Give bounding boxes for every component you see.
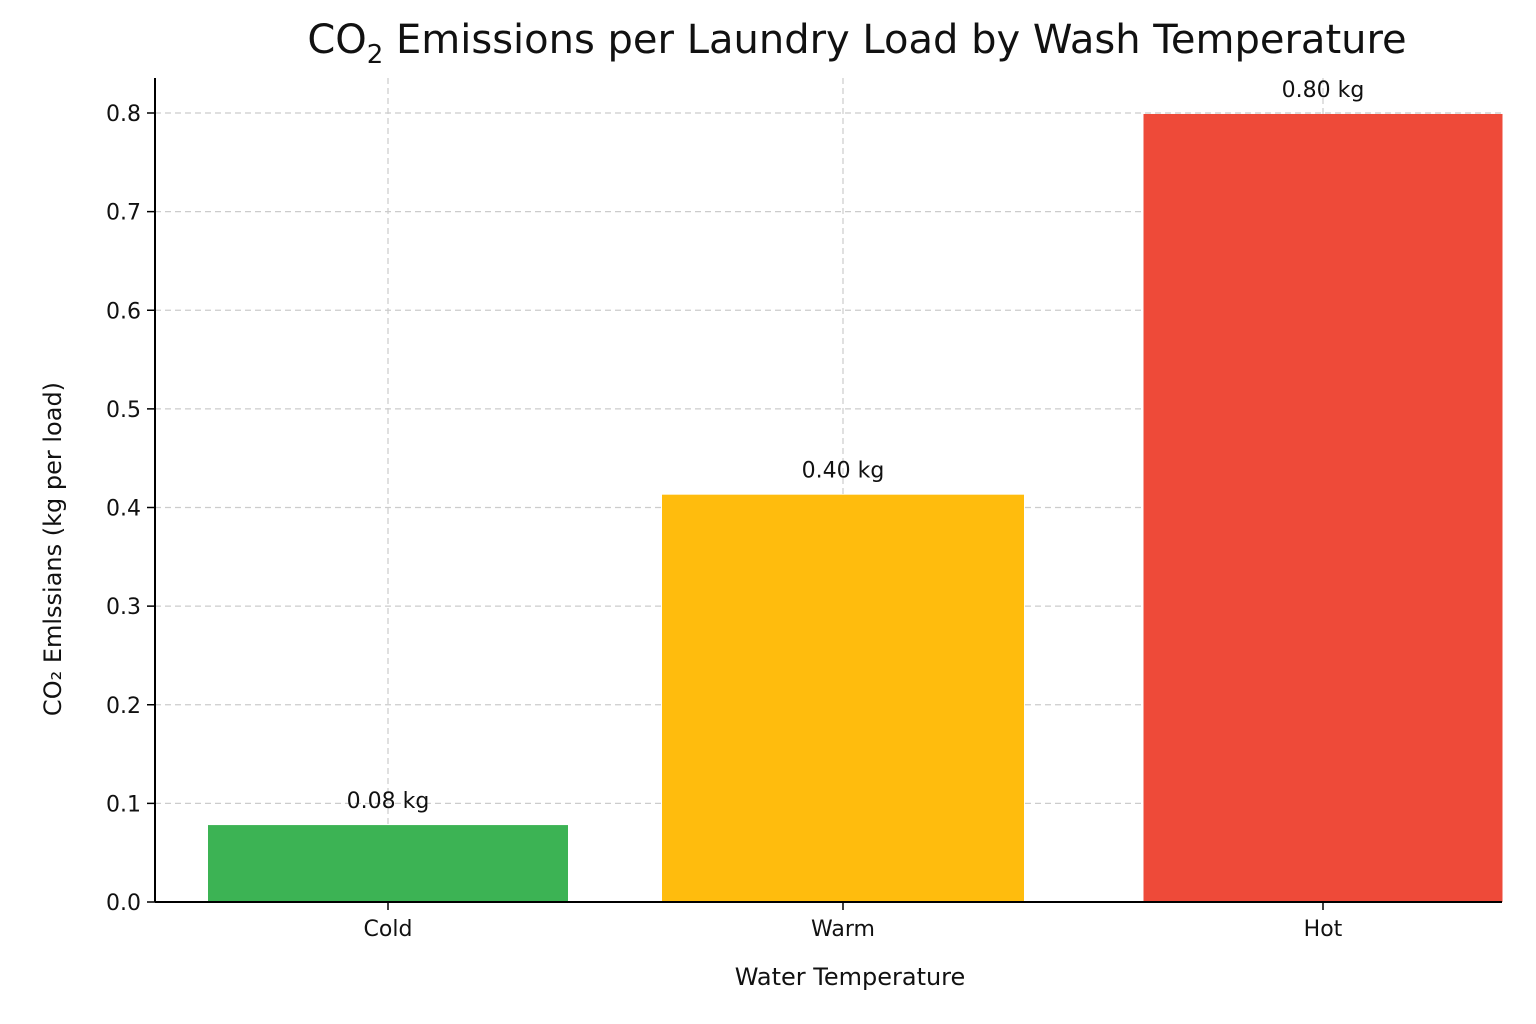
x-ticks: Cold Warm Hot [364,902,1343,942]
bar-hot [1143,113,1503,902]
y-tick-label-4: 0.4 [106,497,141,522]
y-tick-label-2: 0.2 [106,694,141,719]
y-tick-label-8: 0.8 [106,102,141,127]
x-tick-label-cold: Cold [364,917,413,942]
data-label-cold: 0.08 kg [347,789,430,814]
chart-title-rest: Emissions per Laundry Load by Wash Tempe… [383,17,1406,63]
x-axis-label: Water Temperature [735,963,966,991]
data-labels: 0.08 kg 0.40 kg 0.80 kg [347,78,1365,814]
chart-title: CO2 Emissions per Laundry Load by Wash T… [307,17,1406,70]
y-tick-label-5: 0.5 [106,398,141,423]
chart-title-main: CO [307,17,366,63]
bar-cold [208,825,568,902]
data-label-warm: 0.40 kg [802,459,885,484]
y-tick-label-7: 0.7 [106,201,141,226]
y-tick-label-1: 0.1 [106,792,141,817]
bars [208,113,1503,902]
y-axis-label: CO₂ Emlssians (kg per load) [39,382,67,716]
chart-title-subscript: 2 [367,40,384,70]
axes [154,78,1502,903]
data-label-hot: 0.80 kg [1282,78,1365,103]
bar-warm [662,494,1024,902]
y-ticks: 0.0 0.1 0.2 0.3 0.4 0.5 0.6 0.7 0.8 [106,102,155,916]
y-tick-label-0: 0.0 [106,891,141,916]
y-tick-label-6: 0.6 [106,299,141,324]
y-tick-label-3: 0.3 [106,595,141,620]
x-tick-label-warm: Warm [811,917,875,942]
x-tick-label-hot: Hot [1304,917,1343,942]
